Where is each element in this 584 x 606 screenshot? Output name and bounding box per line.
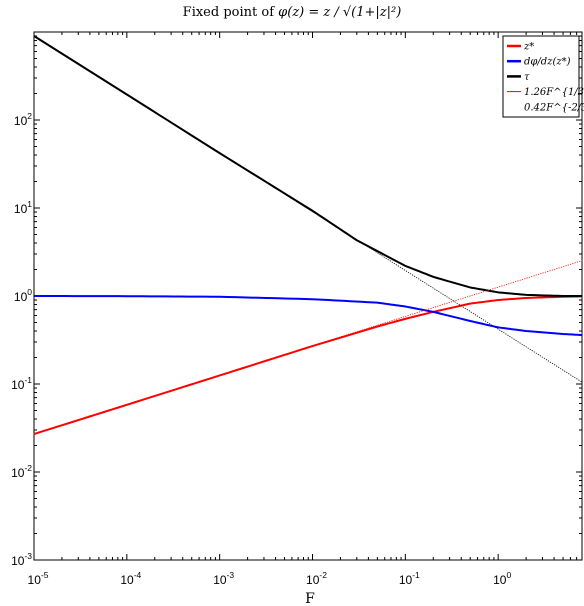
y-tick-label: 101 bbox=[14, 199, 32, 216]
chart-title: Fixed point of φ(z) = z / √(1+|z|²) bbox=[183, 5, 402, 20]
chart-title-math: φ(z) = z / √(1+|z|²) bbox=[278, 5, 401, 20]
series-line-4 bbox=[263, 180, 583, 383]
tick-base: 10 bbox=[14, 114, 28, 128]
tick-labels: 10-5 10-4 10-3 10-2 10-1 10010-310-210-110010… bbox=[11, 111, 511, 587]
tick-exponent: -3 bbox=[227, 570, 235, 580]
tick-base: 10 bbox=[14, 290, 28, 304]
y-tick-label: 10-2 bbox=[11, 463, 32, 480]
series-line-1 bbox=[33, 295, 583, 337]
series-layer bbox=[33, 35, 583, 435]
legend-label: z* bbox=[523, 42, 534, 53]
legend-label: dφ/dz(z*) bbox=[524, 57, 571, 68]
legend-label: 1.26F^{1/3} bbox=[524, 87, 584, 98]
tick-base: 10 bbox=[14, 202, 28, 216]
tick-exponent: 0 bbox=[506, 570, 511, 580]
tick-base: 10 bbox=[399, 573, 413, 587]
tick-marks bbox=[33, 31, 583, 561]
tick-exponent: -5 bbox=[41, 570, 49, 580]
tick-exponent: -4 bbox=[134, 570, 142, 580]
series-line-3 bbox=[210, 260, 583, 379]
tick-exponent: -3 bbox=[24, 551, 32, 561]
tick-base: 10 bbox=[213, 573, 227, 587]
y-tick-label: 100 bbox=[14, 287, 32, 304]
tick-exponent: 1 bbox=[27, 199, 32, 209]
tick-exponent: -1 bbox=[24, 375, 32, 385]
legend: z* dφ/dz(z*) τ 1.26F^{1/3} 0.42F^{-2/3} bbox=[502, 35, 584, 118]
y-tick-label: 10-1 bbox=[11, 375, 32, 392]
x-tick-label: 10-4 bbox=[120, 570, 141, 587]
tick-base: 10 bbox=[493, 573, 507, 587]
x-tick-label: 10-5 bbox=[28, 570, 49, 587]
tick-base: 10 bbox=[120, 573, 134, 587]
x-axis-label: F bbox=[305, 591, 315, 606]
series-line-0 bbox=[33, 295, 583, 435]
tick-base: 10 bbox=[11, 378, 25, 392]
tick-exponent: 0 bbox=[27, 287, 32, 297]
tick-base: 10 bbox=[11, 554, 25, 568]
x-tick-label: 10-3 bbox=[213, 570, 234, 587]
chart-title-prefix: Fixed point of bbox=[183, 5, 278, 20]
series-line-2 bbox=[33, 35, 582, 297]
tick-base: 10 bbox=[306, 573, 320, 587]
tick-exponent: -2 bbox=[24, 463, 32, 473]
legend-label: 0.42F^{-2/3} bbox=[524, 102, 584, 113]
x-tick-label: 100 bbox=[493, 570, 511, 587]
x-tick-label: 10-2 bbox=[306, 570, 327, 587]
x-tick-label: 10-1 bbox=[399, 570, 420, 587]
tick-exponent: -1 bbox=[412, 570, 420, 580]
tick-exponent: -2 bbox=[319, 570, 327, 580]
y-tick-label: 10-3 bbox=[11, 551, 32, 568]
tick-base: 10 bbox=[11, 466, 25, 480]
legend-label: τ bbox=[524, 72, 530, 83]
tick-base: 10 bbox=[28, 573, 42, 587]
y-tick-label: 102 bbox=[14, 111, 32, 128]
tick-exponent: 2 bbox=[27, 111, 32, 121]
